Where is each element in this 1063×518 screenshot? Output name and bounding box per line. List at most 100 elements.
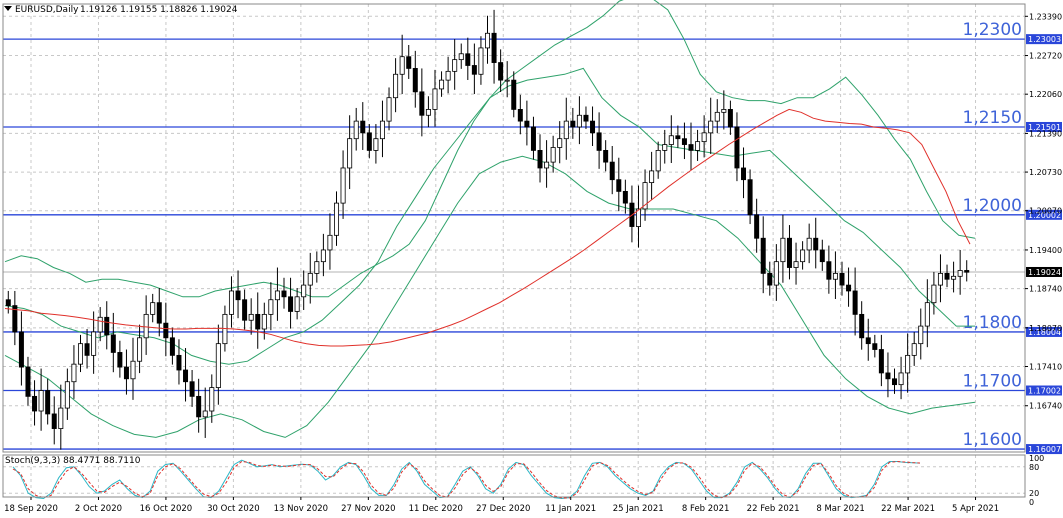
x-tick-label: 22 Feb 2021	[747, 504, 800, 514]
level-price-label: 1.16007	[1028, 445, 1061, 454]
y-tick-label: 1.23390	[1029, 12, 1062, 21]
candle-body	[951, 275, 957, 280]
level-label: 1,1700	[963, 372, 1022, 392]
candle-body	[478, 47, 484, 75]
candle-body	[215, 343, 221, 388]
candle-body	[123, 366, 129, 380]
candle-body	[386, 97, 392, 122]
candle-body	[590, 120, 596, 134]
candle-body	[859, 313, 865, 339]
candle-body	[268, 299, 274, 315]
symbol-label: EURUSD,Daily	[15, 5, 79, 15]
candle-body	[668, 135, 674, 145]
level-price-box	[1026, 209, 1062, 220]
candle-body	[393, 73, 399, 99]
candle-body	[846, 284, 852, 292]
candle-body	[957, 270, 963, 277]
level-price-label: 1.23003	[1028, 35, 1061, 44]
candle-body	[924, 302, 930, 327]
candle-body	[12, 305, 18, 333]
candle-body	[242, 299, 248, 321]
candle-body	[327, 234, 333, 251]
x-tick-label: 13 Nov 2020	[274, 504, 328, 514]
candle-body	[452, 59, 458, 72]
candle-body	[931, 284, 937, 304]
candlesticks	[5, 9, 970, 450]
collapse-arrow-icon[interactable]	[4, 6, 12, 11]
candle-body	[458, 53, 464, 61]
level-price-box	[1026, 34, 1062, 45]
candle-body	[366, 132, 372, 151]
bollinger-lower	[4, 155, 976, 438]
bollinger-bands	[4, 0, 976, 438]
candle-body	[760, 237, 766, 274]
x-tick-label: 18 Sep 2020	[4, 504, 58, 514]
x-tick-label: 16 Oct 2020	[140, 504, 193, 514]
level-price-box	[1026, 385, 1062, 396]
candle-body	[248, 313, 254, 321]
candle-body	[169, 337, 175, 356]
candle-body	[373, 138, 379, 151]
candle-body	[307, 272, 313, 286]
x-tick-label: 27 Nov 2020	[341, 504, 395, 514]
level-label: 1,2000	[963, 196, 1022, 216]
candle-body	[747, 179, 753, 216]
candle-body	[425, 109, 431, 116]
last-price-box	[1026, 266, 1062, 277]
candle-body	[156, 302, 162, 324]
x-tick-label: 30 Oct 2020	[207, 504, 260, 514]
candle-body	[202, 410, 208, 418]
candle-body	[622, 190, 628, 204]
candle-body	[104, 316, 110, 336]
x-tick-label: 27 Dec 2020	[476, 504, 530, 514]
candle-body	[25, 366, 31, 397]
candle-body	[695, 141, 701, 151]
stoch-main-line	[12, 459, 921, 500]
candle-body	[655, 150, 661, 172]
candle-body	[616, 179, 622, 192]
level-label: 1,1600	[963, 430, 1022, 450]
candle-body	[84, 343, 90, 356]
candle-body	[872, 343, 878, 350]
candle-body	[773, 261, 779, 286]
candle-body	[314, 261, 320, 274]
stoch-y-tick-label: 100	[1029, 454, 1044, 463]
candle-body	[347, 138, 353, 169]
x-tick-label: 22 Mar 2021	[881, 504, 935, 514]
candle-body	[294, 296, 300, 312]
candle-body	[360, 120, 366, 134]
candle-body	[767, 272, 773, 286]
main-frame	[2, 3, 1026, 453]
candle-body	[754, 214, 760, 239]
candle-body	[570, 120, 576, 128]
candle-body	[334, 202, 340, 236]
candle-body	[137, 337, 143, 362]
candle-body	[64, 381, 70, 409]
candle-body	[865, 337, 871, 345]
last-price-label: 1.19024	[1028, 268, 1061, 277]
candle-body	[183, 369, 189, 383]
candle-body	[701, 132, 707, 143]
candle-body	[32, 395, 38, 412]
stoch-label: Stoch(9,3,3) 88.4771 88.7110	[5, 456, 141, 466]
candle-body	[498, 62, 504, 81]
candle-body	[77, 343, 83, 365]
candle-body	[878, 349, 884, 374]
axes: 1.23390 1.22720 1.22060 1.21390 1.20730 1.200…	[2, 3, 1062, 514]
candle-body	[130, 360, 136, 380]
candle-body	[898, 372, 904, 386]
candle-body	[445, 70, 451, 81]
level-label: 1,2300	[963, 20, 1022, 40]
level-price-label: 1.21501	[1028, 123, 1061, 132]
candle-body	[793, 261, 799, 268]
candle-body	[5, 299, 11, 306]
candle-body	[301, 284, 307, 298]
candle-body	[196, 395, 202, 418]
candle-body	[800, 249, 806, 263]
candle-body	[905, 354, 911, 374]
candle-body	[517, 109, 523, 122]
x-tick-label: 8 Feb 2021	[682, 504, 730, 514]
candle-body	[406, 56, 412, 69]
bollinger-middle	[4, 67, 975, 365]
level-label: 1,2150	[963, 108, 1022, 128]
